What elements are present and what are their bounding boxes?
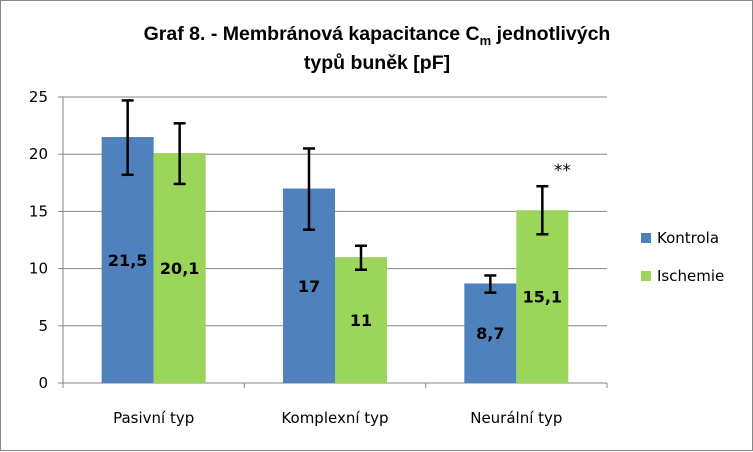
y-tick-label: 0 bbox=[38, 374, 48, 392]
bar-kontrola bbox=[101, 137, 154, 383]
legend: Kontrola Ischemie bbox=[641, 229, 724, 285]
legend-swatch-kontrola bbox=[641, 233, 651, 243]
data-label: 8,7 bbox=[476, 324, 504, 343]
x-category-label: Komplexní typ bbox=[281, 409, 388, 427]
y-tick-label: 15 bbox=[29, 202, 48, 220]
bar-ischemie bbox=[516, 210, 569, 383]
chart-title-line2: typů buněk [pF] bbox=[304, 52, 450, 74]
data-label: 20,1 bbox=[160, 259, 199, 278]
plot-area: 0 5 10 15 20 25 21,5 20,1 Pasivní typ 17 11 Komplex… bbox=[29, 88, 608, 427]
chart-title-subscript: m bbox=[480, 33, 492, 48]
significance-annotation: ** bbox=[554, 161, 571, 181]
x-category-label: Neurální typ bbox=[470, 409, 562, 427]
y-tick-label: 5 bbox=[38, 317, 48, 335]
chart-title-main: Graf 8. - Membránová kapacitance C bbox=[144, 23, 480, 45]
legend-swatch-ischemie bbox=[641, 271, 651, 281]
legend-label-ischemie: Ischemie bbox=[657, 267, 724, 285]
bar-kontrola bbox=[464, 283, 517, 383]
chart-title: Graf 8. - Membránová kapacitance Cm jedn… bbox=[144, 23, 611, 74]
data-label: 11 bbox=[350, 311, 372, 330]
chart-title-rest: jednotlivých bbox=[491, 23, 610, 45]
x-category-label: Pasivní typ bbox=[113, 409, 194, 427]
svg-text:Graf 8. - Membránová kapacitan: Graf 8. - Membránová kapacitance Cm jedn… bbox=[144, 23, 611, 48]
data-label: 17 bbox=[298, 277, 320, 296]
bar-ischemie bbox=[335, 257, 387, 383]
y-tick-label: 10 bbox=[29, 260, 48, 278]
data-label: 15,1 bbox=[523, 288, 562, 307]
y-tick-label: 25 bbox=[29, 88, 48, 106]
data-label: 21,5 bbox=[108, 251, 147, 270]
legend-label-kontrola: Kontrola bbox=[657, 229, 719, 247]
bar-ischemie bbox=[153, 153, 206, 383]
y-tick-label: 20 bbox=[29, 145, 48, 163]
